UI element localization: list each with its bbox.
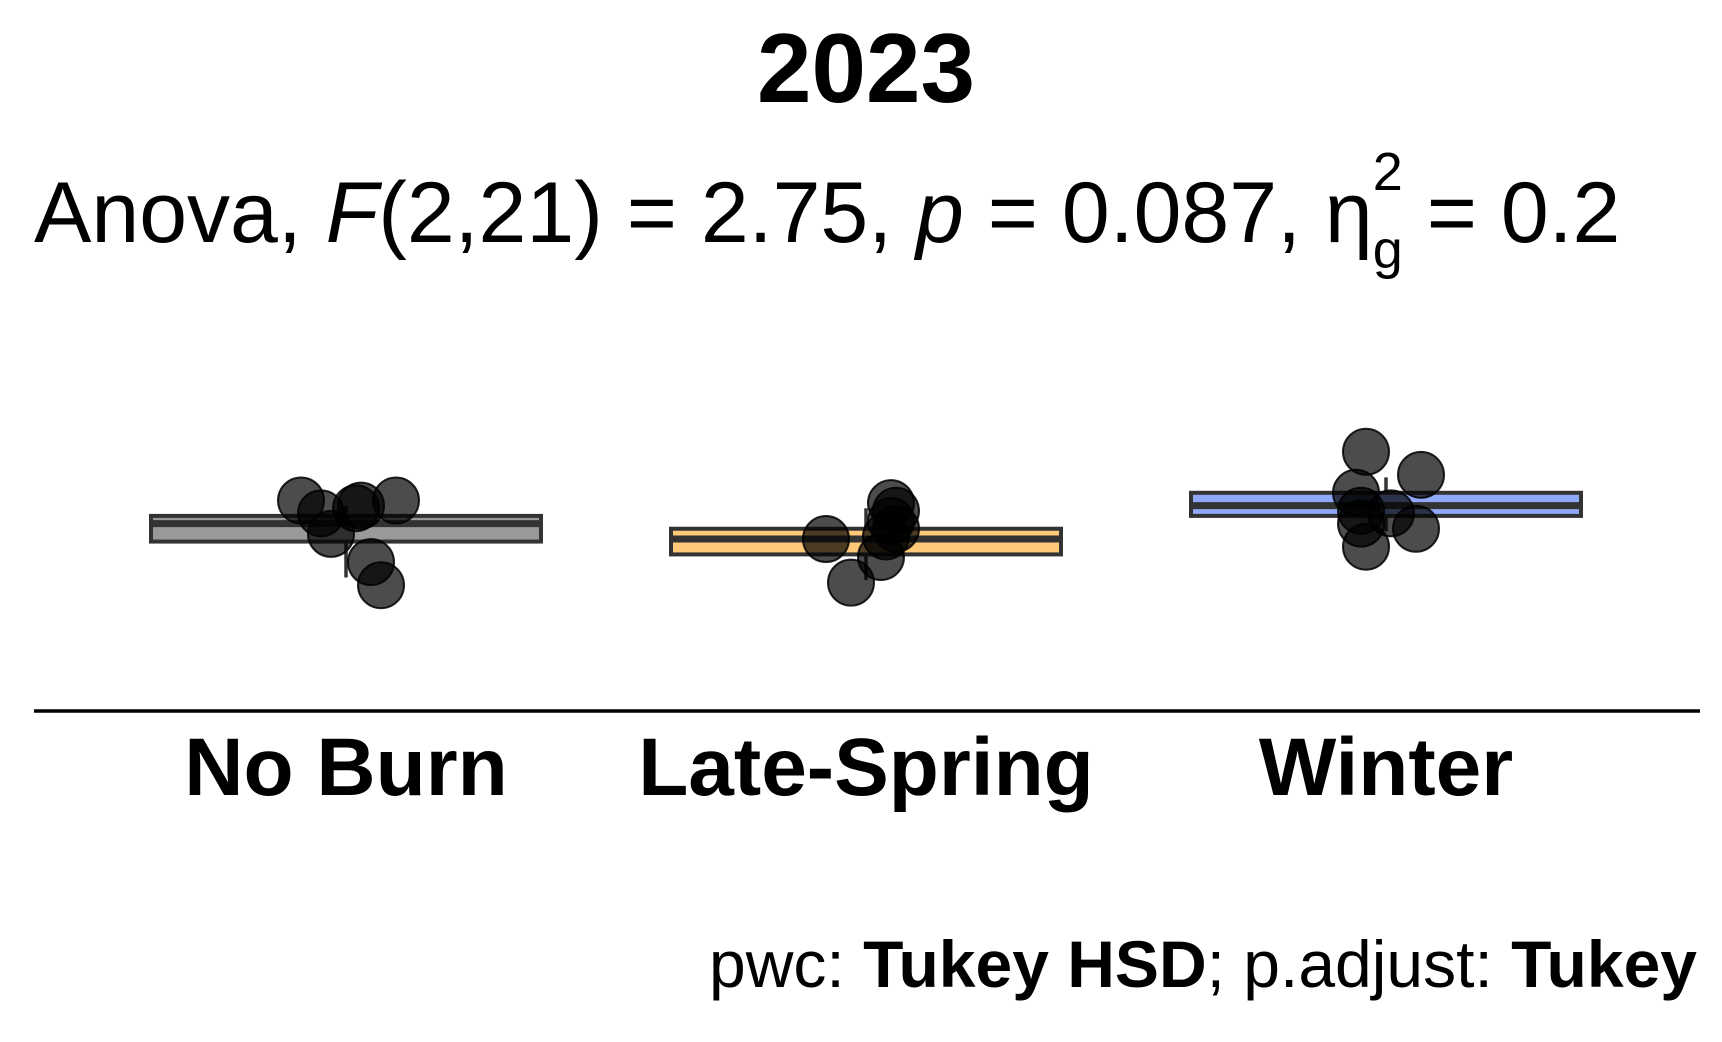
subtitle-eta-symbol: η <box>1325 165 1373 261</box>
caption-adjust-method: Tukey <box>1511 927 1697 1001</box>
data-point <box>827 558 875 607</box>
chart-caption: pwc: Tukey HSD; p.adjust: Tukey <box>709 927 1697 1001</box>
caption-pwc-method: Tukey HSD <box>863 927 1207 1001</box>
x-tick-label-late-spring: Late-Spring <box>638 722 1094 813</box>
data-point <box>1392 504 1440 553</box>
subtitle-stat-name: F <box>326 165 383 261</box>
data-point <box>1342 522 1390 571</box>
subtitle-eta-subscript: g <box>1373 220 1403 280</box>
subtitle-p-value: = 0.087, <box>964 165 1325 261</box>
x-tick-labels: No Burn Late-Spring Winter <box>184 722 1513 813</box>
subtitle-stat-args: (2,21) = 2.75, <box>378 165 916 261</box>
x-tick-label-no-burn: No Burn <box>184 722 507 813</box>
data-point <box>802 515 850 564</box>
chart-subtitle: Anova, F(2,21) = 2.75, p = 0.087, ηg 2 = … <box>34 142 1620 280</box>
caption-pwc-label: pwc: <box>709 927 863 1001</box>
x-tick-label-winter: Winter <box>1259 722 1513 813</box>
plot-area <box>149 427 1583 610</box>
data-point <box>357 561 405 610</box>
caption-adjust-label: ; p.adjust: <box>1207 927 1512 1001</box>
subtitle-eta-superscript: 2 <box>1373 142 1403 202</box>
data-point <box>307 509 355 558</box>
data-point <box>1397 450 1445 499</box>
subtitle-p-name: p <box>913 165 964 261</box>
chart-title: 2023 <box>757 13 975 123</box>
subtitle-prefix: Anova, <box>34 165 326 261</box>
data-point <box>1342 427 1390 476</box>
subtitle-eta-value: = 0.2 <box>1403 165 1621 261</box>
